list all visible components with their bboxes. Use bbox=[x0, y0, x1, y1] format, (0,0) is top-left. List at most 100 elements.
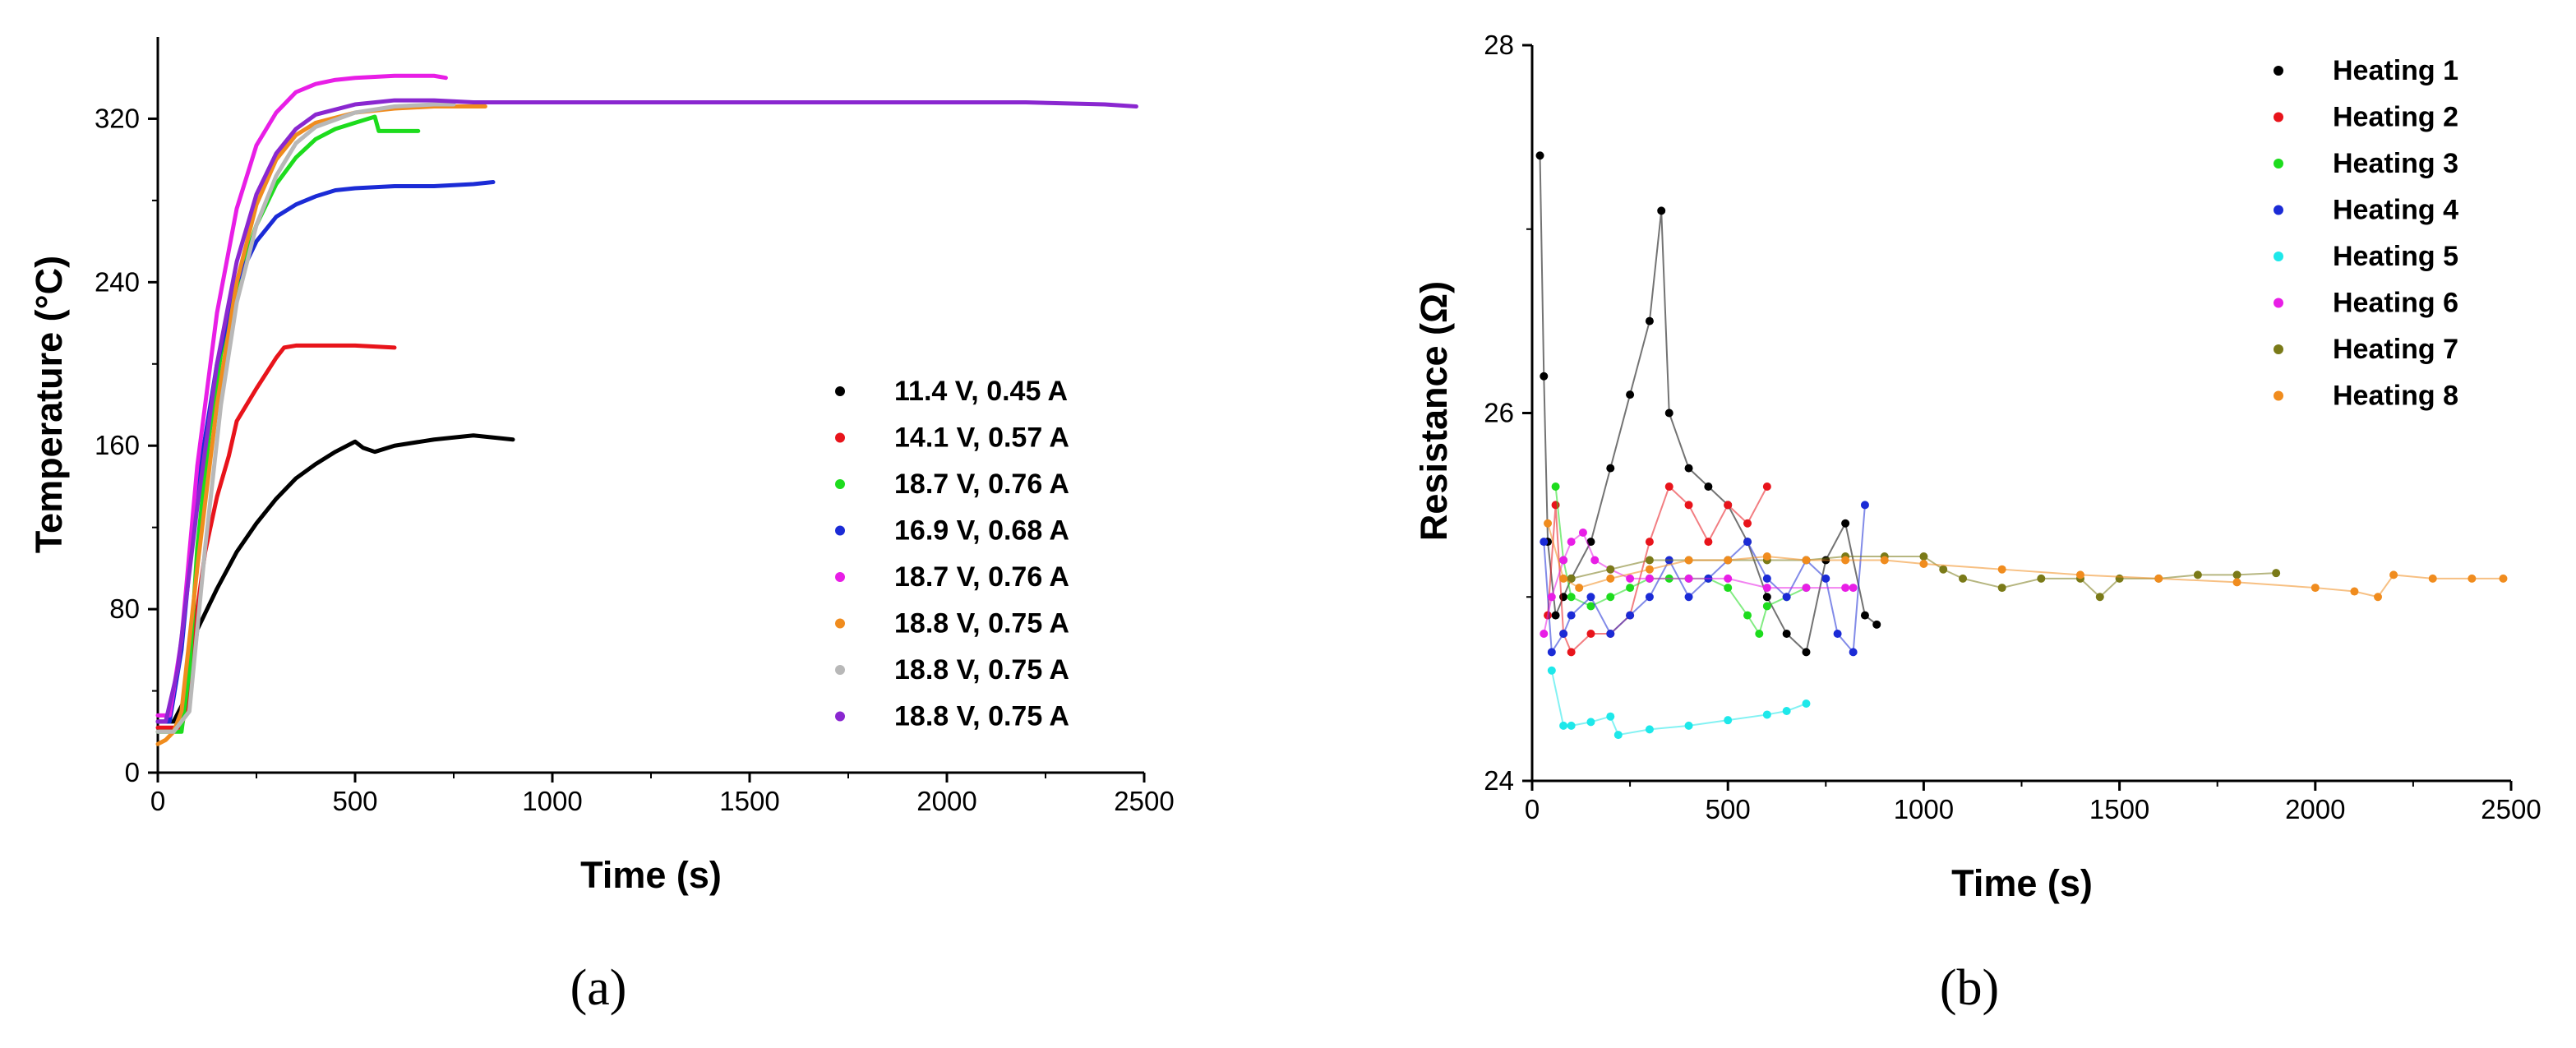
chart-b-data-point bbox=[2499, 574, 2508, 583]
chart-b-data-point bbox=[1802, 584, 1811, 593]
chart-b-data-point bbox=[1724, 574, 1733, 583]
chart-a-series-8 bbox=[155, 98, 1138, 724]
chart-b-data-point bbox=[1802, 556, 1811, 565]
chart-b-data-point bbox=[1551, 611, 1560, 620]
chart-b-data-point bbox=[2115, 574, 2124, 583]
chart-b-legend-marker bbox=[2274, 390, 2283, 401]
chart-b-y-tick-label: 26 bbox=[1484, 398, 1514, 428]
chart-b-data-point bbox=[1762, 710, 1771, 719]
chart-b-data-point bbox=[1919, 559, 1928, 568]
chart-b-data-point bbox=[1724, 556, 1733, 565]
chart-b-data-point bbox=[1664, 482, 1673, 491]
chart-b-data-point bbox=[1704, 538, 1713, 547]
chart-b-data-point bbox=[1626, 611, 1635, 620]
chart-a-legend-label: 14.1 V, 0.57 A bbox=[894, 422, 1069, 454]
chart-b-data-point bbox=[1997, 565, 2006, 574]
chart-a: 0 500 1000 1500 2000 2500 0 80 160 240 320 11.4 V,… bbox=[28, 37, 1175, 1016]
chart-b-data-point bbox=[2037, 574, 2046, 583]
chart-b-data-point bbox=[1782, 630, 1791, 638]
chart-b-data-point bbox=[1567, 593, 1576, 602]
chart-b-series-trace bbox=[1543, 505, 1866, 655]
chart-b-data-point bbox=[1802, 648, 1811, 657]
chart-b-data-point bbox=[1664, 409, 1673, 418]
chart-b-data-point bbox=[1762, 584, 1771, 593]
chart-b-series-7 bbox=[1567, 552, 2281, 602]
chart-b-legend-label: Heating 6 bbox=[2333, 288, 2458, 319]
chart-b-data-point bbox=[1684, 721, 1693, 730]
chart-b-series-trace bbox=[1543, 531, 1854, 635]
chart-b-data-point bbox=[1841, 556, 1850, 565]
chart-b-legend-label: Heating 2 bbox=[2333, 102, 2458, 133]
chart-b-data-point bbox=[1762, 602, 1771, 611]
chart-b-data-point bbox=[2154, 574, 2163, 583]
chart-a-legend-marker bbox=[835, 432, 845, 443]
chart-b-data-point bbox=[1567, 648, 1576, 657]
chart-b-legend-label: Heating 4 bbox=[2333, 195, 2458, 226]
chart-b-legend-marker bbox=[2274, 252, 2283, 261]
chart-b-data-point bbox=[2389, 570, 2398, 579]
chart-a-series-line bbox=[155, 98, 1138, 724]
chart-b-panel-label: (b) bbox=[1940, 960, 1999, 1016]
chart-b-data-point bbox=[1849, 648, 1858, 657]
chart-b-data-point bbox=[1762, 552, 1771, 561]
chart-b-legend-marker bbox=[2274, 298, 2283, 308]
chart-b-legend-label: Heating 1 bbox=[2333, 55, 2458, 86]
chart-b-data-point bbox=[1586, 593, 1595, 602]
chart-b-data-point bbox=[1575, 584, 1584, 593]
chart-b-data-point bbox=[1547, 648, 1556, 657]
chart-b-legend-label: Heating 7 bbox=[2333, 334, 2458, 365]
chart-b-data-point bbox=[1586, 630, 1595, 638]
chart-b-data-point bbox=[1821, 574, 1830, 583]
chart-b-data-point bbox=[2428, 574, 2437, 583]
chart-b-data-point bbox=[1724, 501, 1733, 510]
chart-b-x-tick-label: 2000 bbox=[2285, 794, 2345, 824]
chart-a-legend-label: 18.8 V, 0.75 A bbox=[894, 701, 1069, 732]
chart-a-x-tick-label: 500 bbox=[332, 786, 377, 816]
chart-a-y-tick-label: 0 bbox=[125, 757, 140, 787]
chart-b-data-point bbox=[1849, 584, 1858, 593]
chart-b-legend-label: Heating 8 bbox=[2333, 381, 2458, 412]
chart-b-data-point bbox=[1684, 501, 1693, 510]
chart-a-legend-label: 18.8 V, 0.75 A bbox=[894, 654, 1069, 686]
chart-b-data-point bbox=[1724, 584, 1733, 593]
chart-b-data-point bbox=[1578, 528, 1587, 537]
chart-b-x-tick-label: 1000 bbox=[1894, 794, 1954, 824]
chart-b-data-point bbox=[1540, 630, 1549, 638]
chart-b-data-point bbox=[1645, 574, 1654, 583]
chart-a-legend-label: 11.4 V, 0.45 A bbox=[894, 376, 1068, 407]
chart-b-data-point bbox=[1782, 706, 1791, 715]
chart-a-legend-marker bbox=[835, 711, 845, 722]
chart-b-y-label: Resistance (Ω) bbox=[1413, 281, 1455, 541]
chart-a-x-tick-label: 1000 bbox=[522, 786, 582, 816]
chart-b-data-point bbox=[1645, 725, 1654, 734]
chart-b-series-trace bbox=[1547, 485, 1768, 654]
chart-b-legend-marker bbox=[2274, 112, 2283, 122]
chart-b-data-point bbox=[1606, 464, 1615, 473]
chart-b-data-point bbox=[1559, 721, 1568, 730]
chart-b-data-point bbox=[1606, 712, 1615, 721]
chart-a-y-tick-label: 320 bbox=[95, 103, 140, 133]
chart-a-x-tick-label: 2000 bbox=[916, 786, 976, 816]
chart-b-data-point bbox=[1567, 721, 1576, 730]
chart-b-data-point bbox=[1645, 538, 1654, 547]
chart-b-x-label: Time (s) bbox=[1951, 862, 2093, 904]
chart-a-x-tick-label: 1500 bbox=[719, 786, 779, 816]
chart-b-series-5 bbox=[1547, 666, 1811, 740]
chart-b-data-point bbox=[1959, 574, 1968, 583]
chart-b-data-point bbox=[1613, 731, 1623, 740]
chart-b-data-point bbox=[1645, 556, 1654, 565]
chart-b-data-point bbox=[1540, 372, 1549, 381]
chart-b-data-point bbox=[2232, 578, 2241, 587]
chart-b-data-point bbox=[1833, 630, 1842, 638]
chart-b-data-point bbox=[2468, 574, 2477, 583]
chart-b-legend-marker bbox=[2274, 66, 2283, 76]
chart-b-data-point bbox=[1762, 482, 1771, 491]
chart-b-data-point bbox=[2272, 569, 2281, 578]
chart-b-data-point bbox=[1645, 316, 1654, 325]
chart-b-legend-marker bbox=[2274, 344, 2283, 354]
chart-b-series-8 bbox=[1544, 519, 2508, 602]
chart-a-legend-marker bbox=[835, 572, 845, 582]
chart-a-y-tick-label: 160 bbox=[95, 430, 140, 460]
